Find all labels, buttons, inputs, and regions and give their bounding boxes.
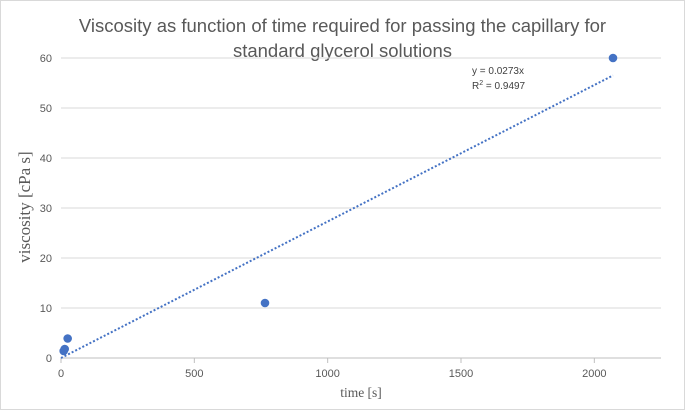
y-tick-label: 0 <box>46 353 52 365</box>
y-tick-label: 30 <box>40 203 52 215</box>
trendline-r-squared: R2 = 0.9497 <box>472 80 526 92</box>
gridlines <box>61 57 661 309</box>
r-squared-superscript: 2 <box>479 80 483 87</box>
x-tick-label: 2000 <box>582 368 606 380</box>
data-points <box>59 53 618 356</box>
x-tick-label: 1500 <box>449 368 473 380</box>
data-point <box>63 334 72 343</box>
y-tick-label: 40 <box>40 153 52 165</box>
y-tick-label: 20 <box>40 253 52 265</box>
trendline <box>60 74 614 359</box>
data-point <box>260 298 270 308</box>
data-point <box>60 344 70 354</box>
r-squared-prefix: R <box>472 81 479 92</box>
x-axis-label: time [s] <box>340 385 382 400</box>
chart-title: Viscosity as function of time required f… <box>78 15 607 61</box>
r-squared-value: = 0.9497 <box>483 81 525 92</box>
data-point <box>608 53 618 63</box>
trendline-equation: y = 0.0273x <box>472 66 524 77</box>
axes: 0 10 20 30 40 50 60 0 500 1000 1500 2000 <box>40 53 661 380</box>
x-tick-label: 0 <box>58 368 64 380</box>
y-tick-label: 10 <box>40 303 52 315</box>
trendline-labels: y = 0.0273x R2 = 0.9497 <box>472 66 526 92</box>
trendline-layer <box>60 74 614 359</box>
x-tick-label: 500 <box>185 368 203 380</box>
y-tick-label: 50 <box>40 103 52 115</box>
y-tick-label: 60 <box>40 53 52 65</box>
x-tick-label: 1000 <box>315 368 339 380</box>
